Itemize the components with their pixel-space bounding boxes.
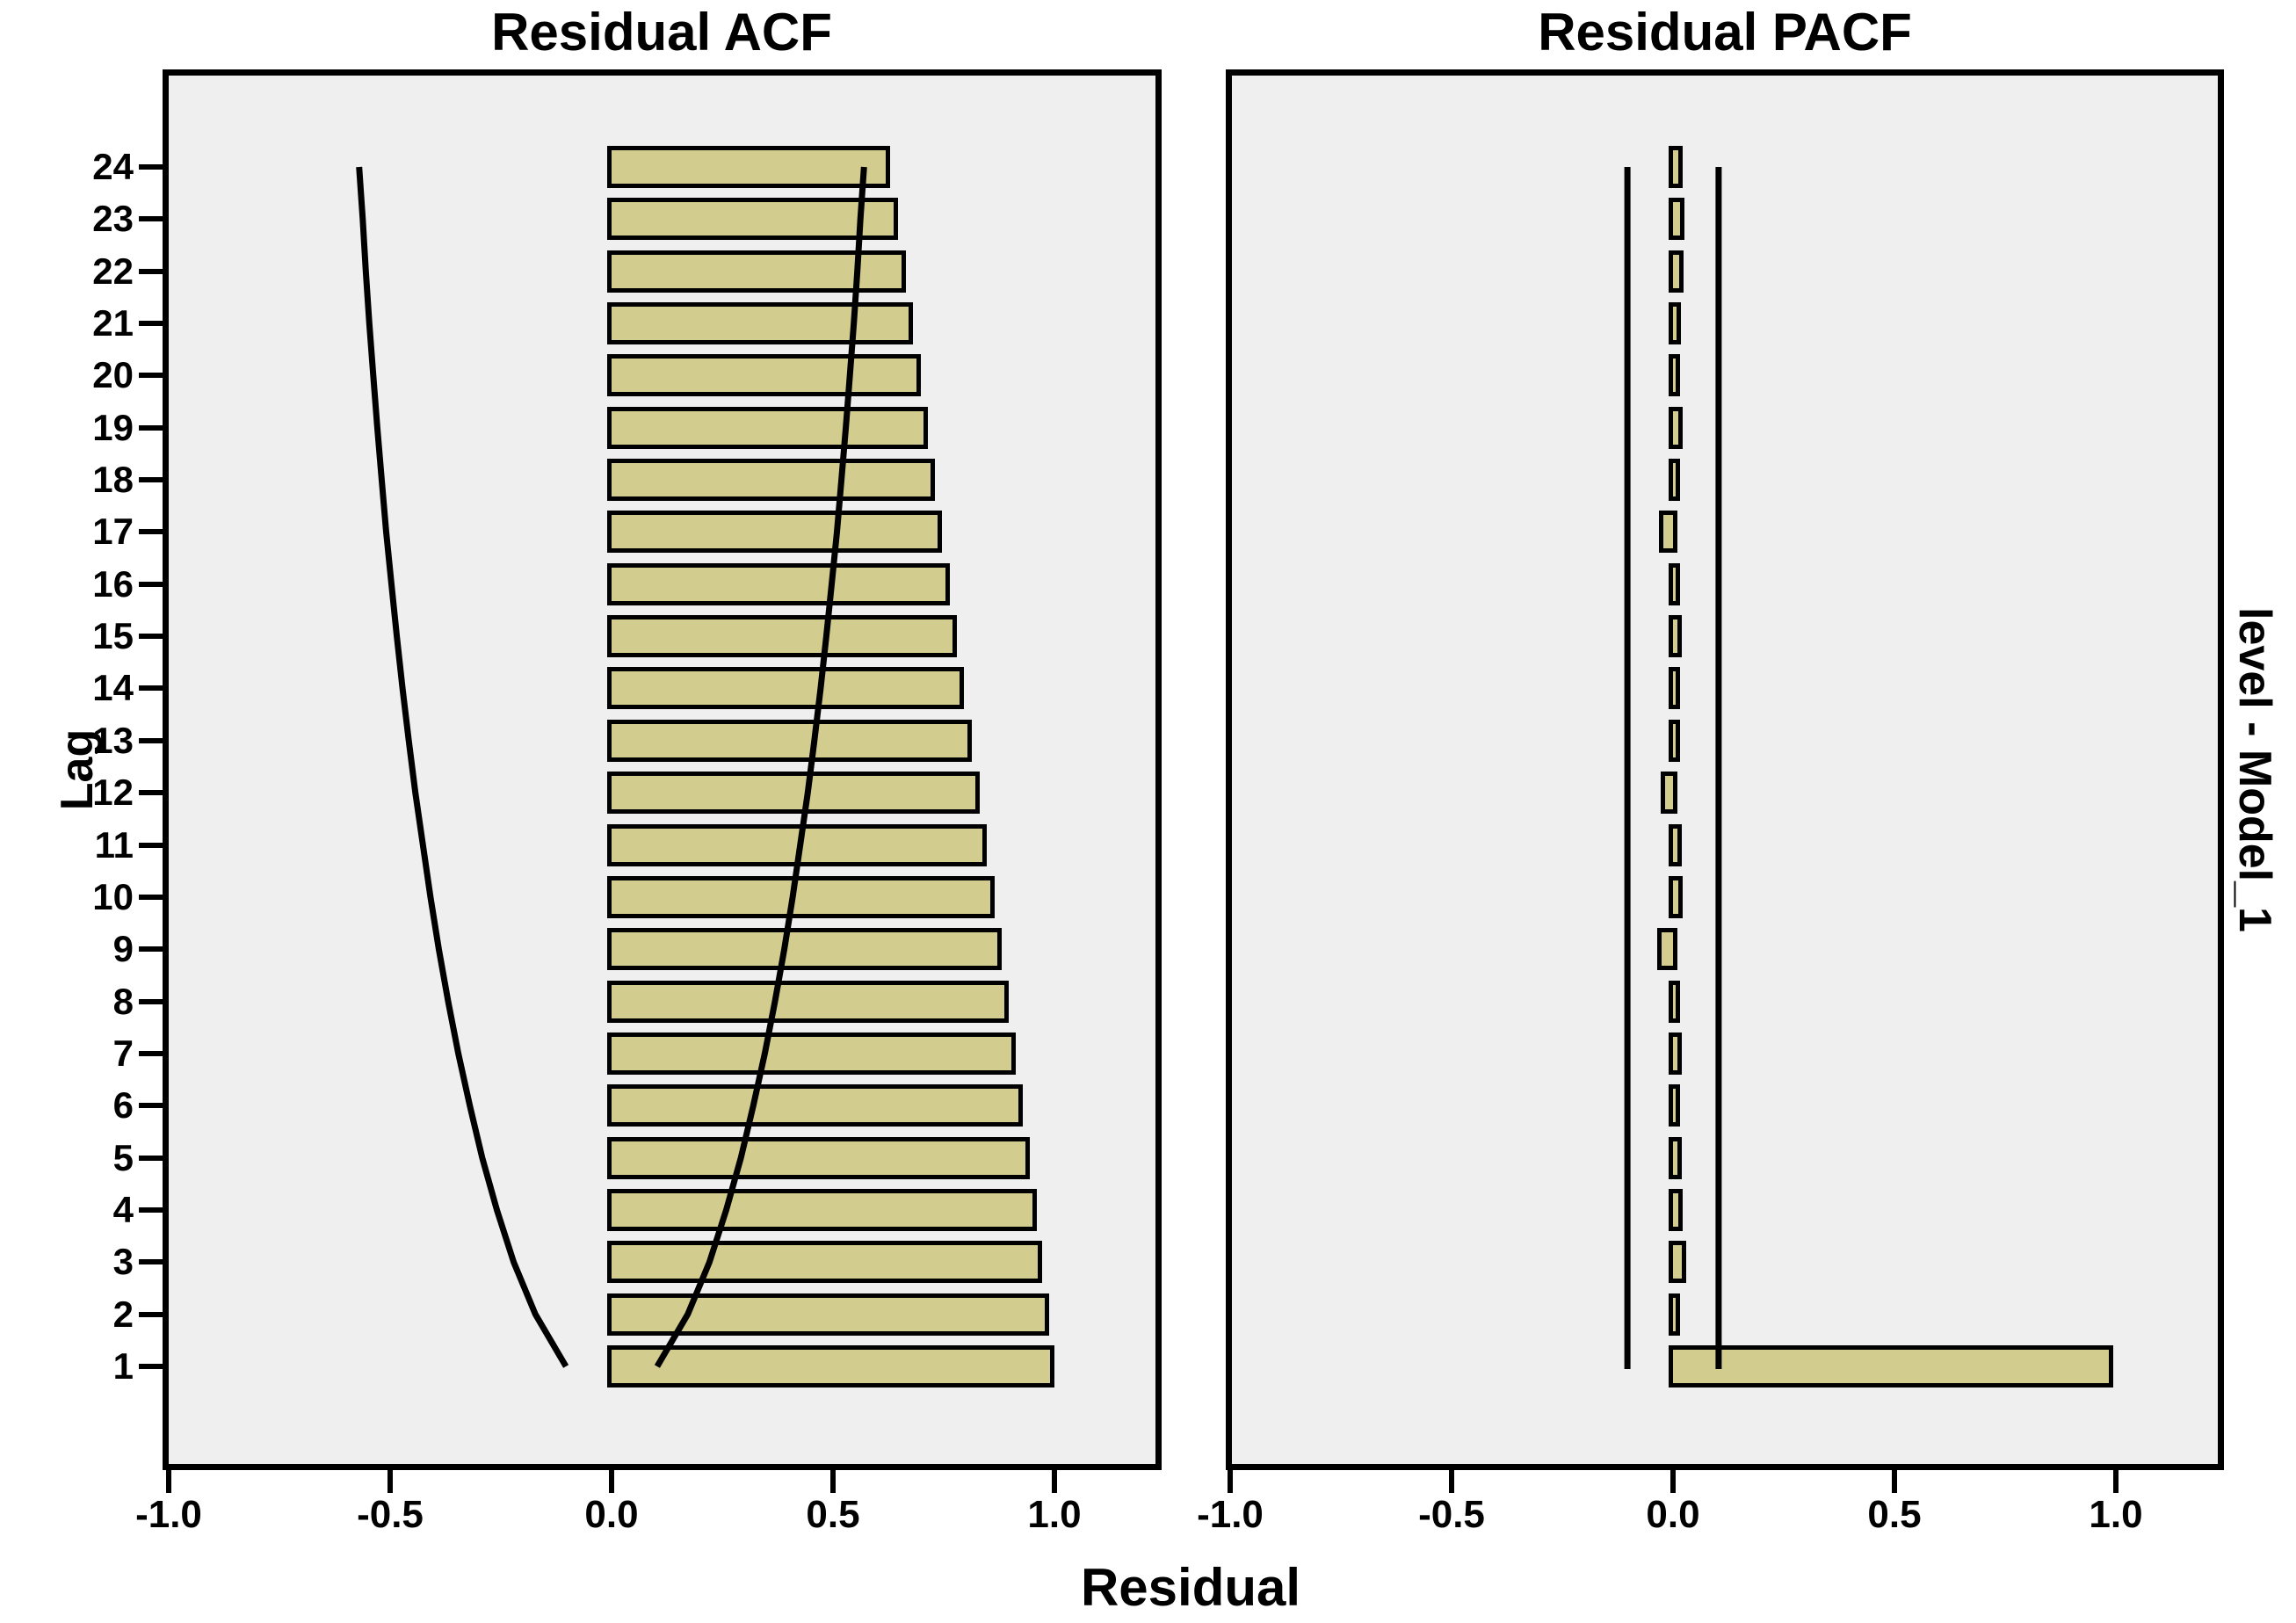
x-tick-pacf-0.5 (1892, 1470, 1897, 1493)
lag-tick-9 (139, 946, 169, 953)
x-tick-label-acf--0.5: -0.5 (357, 1493, 424, 1536)
pacf-bar-lag-16 (1669, 562, 1681, 605)
lag-tick-label-8: 8 (112, 980, 134, 1022)
lag-tick-label-20: 20 (92, 354, 134, 396)
lag-tick-18 (139, 477, 169, 483)
x-tick-acf-1.0 (1052, 1470, 1057, 1493)
lag-tick-label-12: 12 (92, 772, 134, 814)
x-tick-pacf-0.0 (1670, 1470, 1676, 1493)
lag-tick-14 (139, 685, 169, 692)
lag-tick-label-11: 11 (94, 823, 134, 866)
x-tick-acf--0.5 (387, 1470, 393, 1493)
lag-tick-16 (139, 581, 169, 587)
lag-tick-13 (139, 737, 169, 743)
pacf-bar-lag-11 (1669, 823, 1683, 866)
x-tick-label-acf--1.0: -1.0 (135, 1493, 202, 1536)
residual-axis-title: Residual (1080, 1558, 1301, 1617)
lag-tick-10 (139, 894, 169, 900)
pacf-bar-lag-19 (1669, 406, 1684, 449)
lag-tick-label-19: 19 (92, 406, 134, 448)
lag-tick-label-6: 6 (112, 1084, 134, 1127)
pacf-bar-lag-8 (1669, 980, 1681, 1023)
lag-tick-label-5: 5 (112, 1136, 134, 1178)
lag-tick-label-17: 17 (92, 511, 134, 553)
lag-tick-label-9: 9 (112, 928, 134, 970)
x-tick-acf-0.5 (830, 1470, 836, 1493)
x-tick-pacf--0.5 (1449, 1470, 1454, 1493)
lag-tick-22 (139, 268, 169, 274)
x-tick-label-acf-1.0: 1.0 (1027, 1493, 1082, 1536)
pacf-bar-lag-13 (1669, 719, 1681, 762)
pacf-bar-lag-18 (1669, 459, 1680, 502)
lag-tick-6 (139, 1103, 169, 1109)
lag-tick-24 (139, 163, 169, 170)
lag-tick-23 (139, 216, 169, 222)
lag-tick-1 (139, 1364, 169, 1369)
x-tick-label-pacf--1.0: -1.0 (1197, 1493, 1264, 1536)
lag-tick-15 (139, 634, 169, 640)
pacf-bar-lag-24 (1669, 145, 1684, 188)
pacf-bar-lag-23 (1669, 198, 1684, 241)
x-tick-acf-0.0 (609, 1470, 614, 1493)
lag-tick-7 (139, 1050, 169, 1056)
pacf-bar-lag-1 (1669, 1345, 2114, 1388)
pacf-title: Residual PACF (1538, 3, 1912, 62)
lag-tick-label-13: 13 (92, 719, 134, 761)
pacf-bar-lag-22 (1669, 250, 1684, 293)
pacf-bar-lag-12 (1660, 772, 1677, 815)
acf-title: Residual ACF (491, 3, 832, 62)
lag-tick-label-22: 22 (92, 250, 134, 292)
x-tick-label-acf-0.5: 0.5 (806, 1493, 860, 1536)
lag-tick-11 (139, 842, 169, 848)
pacf-bar-lag-4 (1669, 1188, 1684, 1231)
pacf-bar-lag-10 (1669, 875, 1684, 918)
x-tick-label-pacf-0.5: 0.5 (1867, 1493, 1922, 1536)
lag-tick-label-21: 21 (92, 302, 134, 344)
pacf-bar-lag-9 (1657, 928, 1677, 971)
lag-tick-12 (139, 790, 169, 796)
lag-tick-label-14: 14 (92, 667, 134, 709)
pacf-bar-lag-2 (1669, 1293, 1680, 1336)
lag-tick-label-7: 7 (112, 1032, 134, 1074)
lag-tick-3 (139, 1259, 169, 1265)
pacf-bar-lag-14 (1669, 667, 1680, 710)
lag-tick-label-4: 4 (112, 1188, 134, 1230)
pacf-bar-lag-3 (1669, 1241, 1687, 1284)
pacf-bar-lag-6 (1669, 1084, 1680, 1127)
lag-tick-19 (139, 424, 169, 431)
x-tick-label-pacf-1.0: 1.0 (2089, 1493, 2143, 1536)
x-tick-pacf-1.0 (2113, 1470, 2119, 1493)
x-tick-acf--1.0 (166, 1470, 171, 1493)
pacf-bar-lag-7 (1669, 1032, 1683, 1075)
x-tick-label-pacf--0.5: -0.5 (1418, 1493, 1485, 1536)
lag-tick-label-18: 18 (92, 459, 134, 501)
lag-tick-label-3: 3 (112, 1241, 134, 1283)
x-tick-label-acf-0.0: 0.0 (584, 1493, 639, 1536)
pacf-panel (1226, 69, 2224, 1470)
lag-tick-label-1: 1 (112, 1345, 134, 1387)
lag-tick-label-24: 24 (92, 145, 134, 187)
lag-tick-2 (139, 1311, 169, 1317)
lag-tick-20 (139, 373, 169, 379)
lag-tick-4 (139, 1206, 169, 1213)
lag-tick-label-15: 15 (92, 615, 134, 657)
x-tick-label-pacf-0.0: 0.0 (1646, 1493, 1700, 1536)
x-tick-pacf--1.0 (1228, 1470, 1233, 1493)
lag-tick-label-10: 10 (92, 875, 134, 917)
lag-tick-8 (139, 998, 169, 1004)
lag-tick-17 (139, 529, 169, 535)
pacf-bar-lag-15 (1669, 615, 1683, 658)
lag-tick-label-16: 16 (92, 562, 134, 605)
pacf-bar-lag-20 (1669, 354, 1680, 397)
pacf-bar-lag-17 (1658, 511, 1677, 554)
pacf-bar-lag-5 (1669, 1136, 1683, 1179)
lag-tick-label-23: 23 (92, 198, 134, 240)
lag-tick-label-2: 2 (112, 1293, 134, 1335)
pacf-bar-lag-21 (1669, 302, 1682, 344)
lag-tick-21 (139, 321, 169, 326)
lag-tick-5 (139, 1155, 169, 1161)
